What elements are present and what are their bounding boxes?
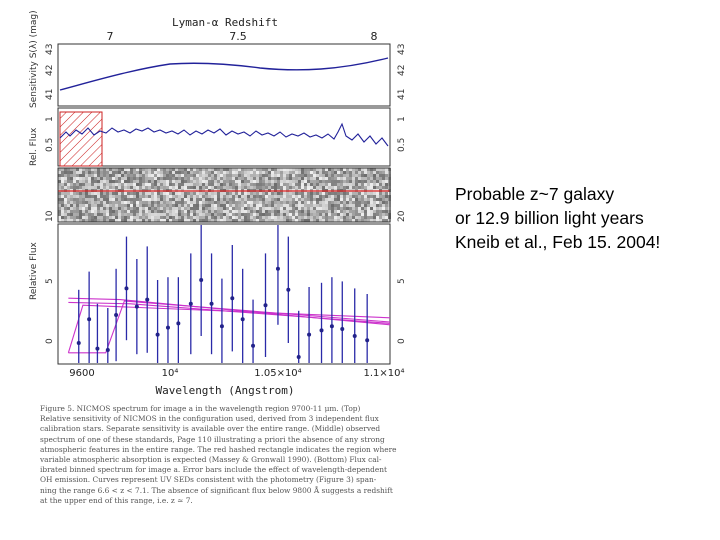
top-tick-label: 8 <box>371 30 378 43</box>
caption-line: at the upper end of this range, i.e. z ≃… <box>40 495 193 505</box>
sensitivity-curve <box>59 57 389 91</box>
data-point <box>124 286 129 291</box>
data-point <box>296 355 301 359</box>
data-point <box>114 313 119 317</box>
panel4-tick: 5 <box>397 278 407 284</box>
panel1-ylabel: Sensitivity S(λ) (mag) <box>29 10 39 108</box>
panel3-tick: 10 <box>45 210 55 222</box>
data-point <box>199 278 204 282</box>
panel2-tick: 0.5 <box>45 138 55 152</box>
data-points <box>76 225 370 363</box>
annotation-line: Probable z~7 galaxy <box>455 184 615 204</box>
annotation-line: Kneib et al., Feb 15. 2004! <box>455 232 661 252</box>
data-point <box>240 317 245 322</box>
data-point <box>307 332 312 337</box>
panel2-ylabel: Rel. Flux <box>29 127 39 166</box>
panel4-tick: 0 <box>397 338 407 344</box>
data-point <box>188 301 193 306</box>
panel-standard-flux: 0.5 1 0.5 1 Rel. Flux <box>29 107 407 167</box>
sed-model-curve <box>67 304 391 353</box>
data-point <box>155 332 160 337</box>
data-point <box>145 297 150 302</box>
panel4-tick: 0 <box>45 338 55 344</box>
data-point <box>319 328 324 333</box>
panel3-tick: 20 <box>397 210 407 222</box>
data-point <box>105 348 110 352</box>
panel2-tick: 0.5 <box>397 138 407 152</box>
x-tick-label: 10⁴ <box>162 368 179 379</box>
data-point <box>209 301 214 306</box>
data-point <box>76 341 81 345</box>
caption-line: OH emission. Curves represent UV SEDs co… <box>40 475 377 485</box>
panel1-tick: 41 <box>45 89 55 100</box>
caption-line: Relative sensitivity of NICMOS in the co… <box>40 414 379 424</box>
spectrum-figure: Lyman-α Redshift 7 7.5 8 41 42 43 41 42 … <box>29 10 407 397</box>
panel-relative-flux: 0 5 0 5 Relative Flux <box>29 223 407 365</box>
data-point <box>263 303 268 308</box>
figure-caption: Figure 5. NICMOS spectrum for image a in… <box>40 404 410 506</box>
data-point <box>230 296 235 301</box>
data-point <box>165 325 170 330</box>
data-point <box>219 324 224 329</box>
caption-line: variable atmospheric absorption is expec… <box>40 455 382 465</box>
x-tick-label: 1.1×10⁴ <box>363 368 404 379</box>
panel1-tick: 42 <box>397 65 407 76</box>
panel1-tick: 42 <box>45 65 55 76</box>
slide-annotation: Probable z~7 galaxy or 12.9 billion ligh… <box>455 182 715 254</box>
data-point <box>251 343 256 348</box>
panel2-tick: 1 <box>45 116 55 122</box>
data-point <box>95 346 100 351</box>
sed-model-curve <box>68 300 391 354</box>
panel4-tick: 5 <box>45 278 55 284</box>
top-tick-label: 7 <box>107 30 114 43</box>
caption-line: Figure 5. NICMOS spectrum for image a in… <box>40 404 361 413</box>
sed-curves <box>67 297 391 354</box>
panel4-ylabel: Relative Flux <box>29 241 39 300</box>
caption-line: spectrum of one of these standards, Page… <box>40 434 385 444</box>
noise-image <box>58 168 391 222</box>
data-point <box>340 327 345 331</box>
x-tick-label: 1.05×10⁴ <box>254 368 301 379</box>
panel1-tick: 43 <box>45 44 55 55</box>
data-point <box>176 321 181 326</box>
standard-spectrum <box>59 122 389 147</box>
caption-line: ning the range 6.6 < z < 7.1. The absenc… <box>40 485 393 495</box>
data-point <box>87 317 92 322</box>
x-tick-label: 9600 <box>69 368 94 379</box>
panel-sensitivity: 41 42 43 41 42 43 Sensitivity S(λ) (mag) <box>29 10 407 108</box>
data-point <box>275 266 280 271</box>
panel1-tick: 41 <box>397 89 407 100</box>
caption-line: atmospheric features in the entire range… <box>40 444 397 454</box>
data-point <box>365 338 370 343</box>
data-point <box>286 287 291 292</box>
panel-2d-spectrum: 10 20 <box>45 167 407 223</box>
caption-line: calibration stars. Separate sensitivity … <box>40 424 381 434</box>
data-point <box>329 324 334 329</box>
annotation-line: or 12.9 billion light years <box>455 208 644 228</box>
data-point <box>352 334 357 338</box>
panel2-tick: 1 <box>397 116 407 122</box>
panel1-tick: 43 <box>397 44 407 55</box>
top-tick-label: 7.5 <box>229 30 247 43</box>
x-axis-label: Wavelength (Angstrom) <box>155 384 294 397</box>
absorption-region <box>59 111 103 167</box>
data-point <box>134 304 139 309</box>
top-axis-label: Lyman-α Redshift <box>172 16 278 29</box>
caption-line: ibrated binned spectrum for image a. Err… <box>40 465 388 475</box>
